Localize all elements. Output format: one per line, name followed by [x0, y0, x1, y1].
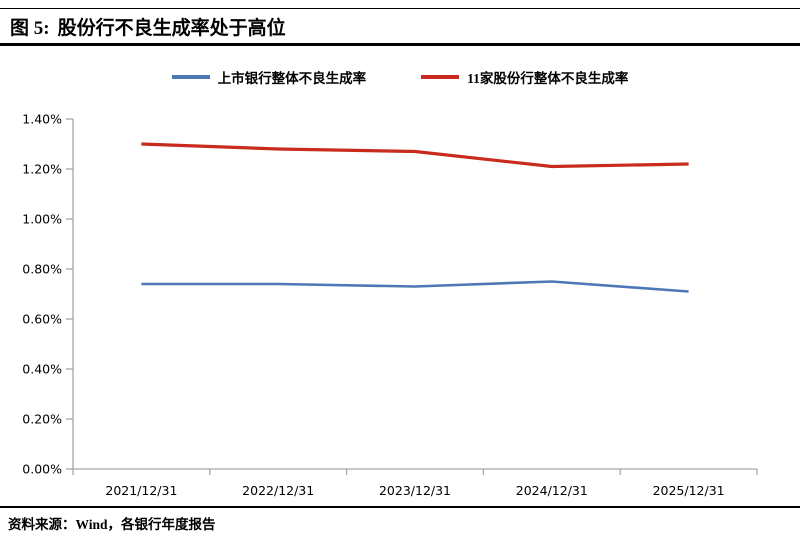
plot-svg: 0.00% 0.20% 0.40% 0.60% 0.80% 1.00% 1.20% 1.40%…: [22, 112, 758, 498]
source-divider-rule: [0, 506, 800, 508]
source-note: 资料来源：Wind，各银行年度报告: [8, 517, 216, 532]
figure-number-label: 图 5:: [10, 17, 50, 39]
x-tick-label: 2023/12/31: [379, 483, 451, 498]
legend-label: 上市银行整体不良生成率: [217, 71, 367, 86]
x-tick-label: 2024/12/31: [516, 483, 588, 498]
x-tick-label: 2021/12/31: [105, 483, 177, 498]
figure-title: 股份行不良生成率处于高位: [57, 17, 286, 39]
y-tick-label: 1.00%: [22, 212, 62, 227]
series-line-0: [141, 280, 689, 293]
figure-title-bar: 图 5: 股份行不良生成率处于高位: [0, 9, 800, 43]
chart-area: 0.00% 0.20% 0.40% 0.60% 0.80% 1.00% 1.20% 1.40%…: [0, 46, 800, 506]
y-tick-label: 1.40%: [22, 112, 62, 127]
y-tick-label: 0.40%: [22, 362, 62, 377]
legend-label: 11家股份行整体不良生成率: [467, 71, 629, 86]
x-tick-label: 2025/12/31: [653, 483, 725, 498]
series-line-1: [141, 142, 689, 169]
chart-legend: 上市银行整体不良生成率 11家股份行整体不良生成率: [0, 67, 800, 87]
legend-item-listed-banks: 上市银行整体不良生成率: [171, 67, 367, 87]
legend-item-joint-stock-banks: 11家股份行整体不良生成率: [421, 67, 628, 87]
legend-swatch: [421, 75, 460, 79]
x-tick-label: 2022/12/31: [242, 483, 314, 498]
y-tick-label: 0.60%: [22, 312, 62, 327]
y-tick-label: 0.80%: [22, 262, 62, 277]
legend-swatch: [171, 75, 210, 79]
y-tick-label: 0.20%: [22, 412, 62, 427]
y-tick-label: 1.20%: [22, 162, 62, 177]
title-divider-rule: [0, 43, 800, 46]
y-tick-label: 0.00%: [22, 462, 62, 477]
top-rule: [0, 8, 800, 9]
